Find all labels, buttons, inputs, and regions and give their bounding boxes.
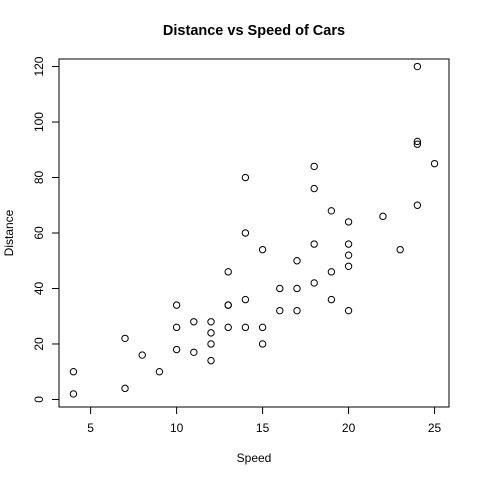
data-point bbox=[327, 295, 336, 304]
data-point bbox=[224, 268, 232, 276]
data-point bbox=[190, 348, 198, 356]
x-tick-label: 15 bbox=[256, 421, 270, 435]
data-point bbox=[172, 301, 181, 309]
data-point bbox=[310, 162, 318, 171]
data-point bbox=[258, 340, 267, 348]
y-axis-label: Distance bbox=[2, 209, 16, 256]
data-point bbox=[327, 268, 336, 276]
data-point bbox=[430, 159, 439, 168]
data-point bbox=[69, 368, 78, 376]
y-axis: 0 20 40 60 80 100 120 bbox=[32, 56, 60, 403]
x-tick-label: 25 bbox=[428, 421, 442, 435]
data-point bbox=[172, 323, 181, 332]
x-axis: 5 10 15 20 25 bbox=[87, 406, 442, 435]
data-point bbox=[172, 345, 181, 354]
data-point bbox=[344, 306, 353, 315]
data-point bbox=[379, 212, 387, 221]
data-point bbox=[241, 173, 250, 182]
data-point bbox=[344, 251, 353, 259]
data-point bbox=[207, 340, 215, 348]
data-point bbox=[344, 240, 353, 248]
data-point bbox=[258, 323, 267, 332]
data-point bbox=[293, 306, 301, 315]
data-point bbox=[224, 323, 232, 332]
data-point bbox=[207, 318, 215, 326]
data-point bbox=[413, 201, 422, 209]
data-point bbox=[121, 334, 129, 343]
data-point bbox=[69, 390, 78, 398]
data-point bbox=[190, 318, 198, 326]
data-point bbox=[413, 62, 422, 71]
y-tick-label: 80 bbox=[32, 171, 46, 185]
data-point bbox=[241, 323, 250, 332]
plot-area bbox=[58, 58, 450, 408]
data-point bbox=[396, 245, 404, 254]
data-point bbox=[207, 356, 215, 365]
x-tick-label: 5 bbox=[87, 421, 94, 435]
y-tick-label: 0 bbox=[32, 396, 46, 403]
data-point bbox=[241, 229, 250, 237]
data-point bbox=[413, 140, 422, 148]
x-tick-label: 20 bbox=[342, 421, 356, 435]
data-point bbox=[224, 301, 232, 309]
x-axis-label: Speed bbox=[237, 451, 272, 465]
data-point bbox=[276, 284, 284, 293]
data-points bbox=[69, 62, 439, 398]
data-point bbox=[207, 329, 215, 337]
data-point bbox=[121, 384, 129, 393]
data-point bbox=[310, 240, 318, 248]
data-point bbox=[155, 368, 164, 376]
data-point bbox=[258, 245, 267, 254]
data-point bbox=[276, 306, 284, 315]
data-point bbox=[310, 184, 318, 193]
x-tick-label: 10 bbox=[170, 421, 184, 435]
data-point bbox=[241, 295, 250, 304]
data-point bbox=[293, 284, 301, 293]
data-point bbox=[293, 257, 301, 265]
data-point bbox=[413, 137, 422, 146]
data-point bbox=[138, 351, 146, 359]
data-point bbox=[344, 262, 353, 270]
chart-title: Distance vs Speed of Cars bbox=[163, 23, 345, 39]
y-tick-label: 60 bbox=[32, 226, 46, 240]
data-point bbox=[327, 207, 336, 215]
data-point bbox=[310, 279, 318, 287]
y-tick-label: 120 bbox=[32, 56, 46, 76]
y-tick-label: 20 bbox=[32, 337, 46, 351]
data-point bbox=[344, 218, 353, 226]
y-tick-label: 40 bbox=[32, 281, 46, 295]
y-tick-label: 100 bbox=[32, 112, 46, 132]
